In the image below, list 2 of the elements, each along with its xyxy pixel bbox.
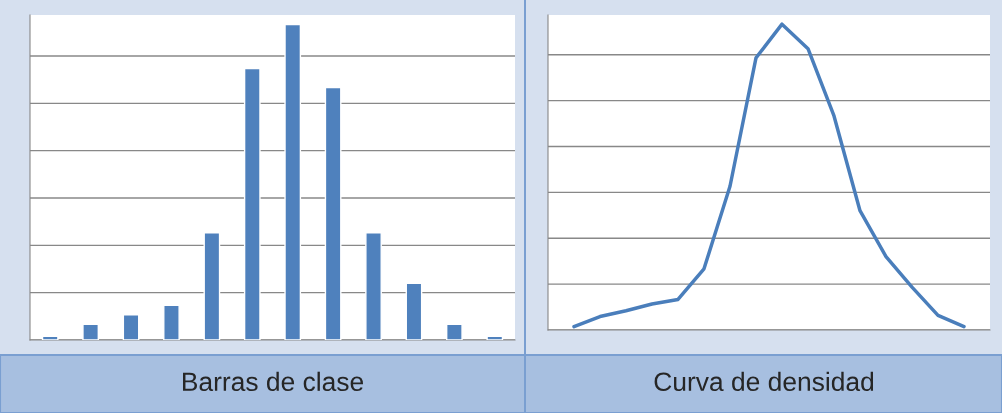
x-axis-title: Barras de clase xyxy=(183,371,363,392)
x-axis-title: Curva de densidad xyxy=(654,371,874,392)
